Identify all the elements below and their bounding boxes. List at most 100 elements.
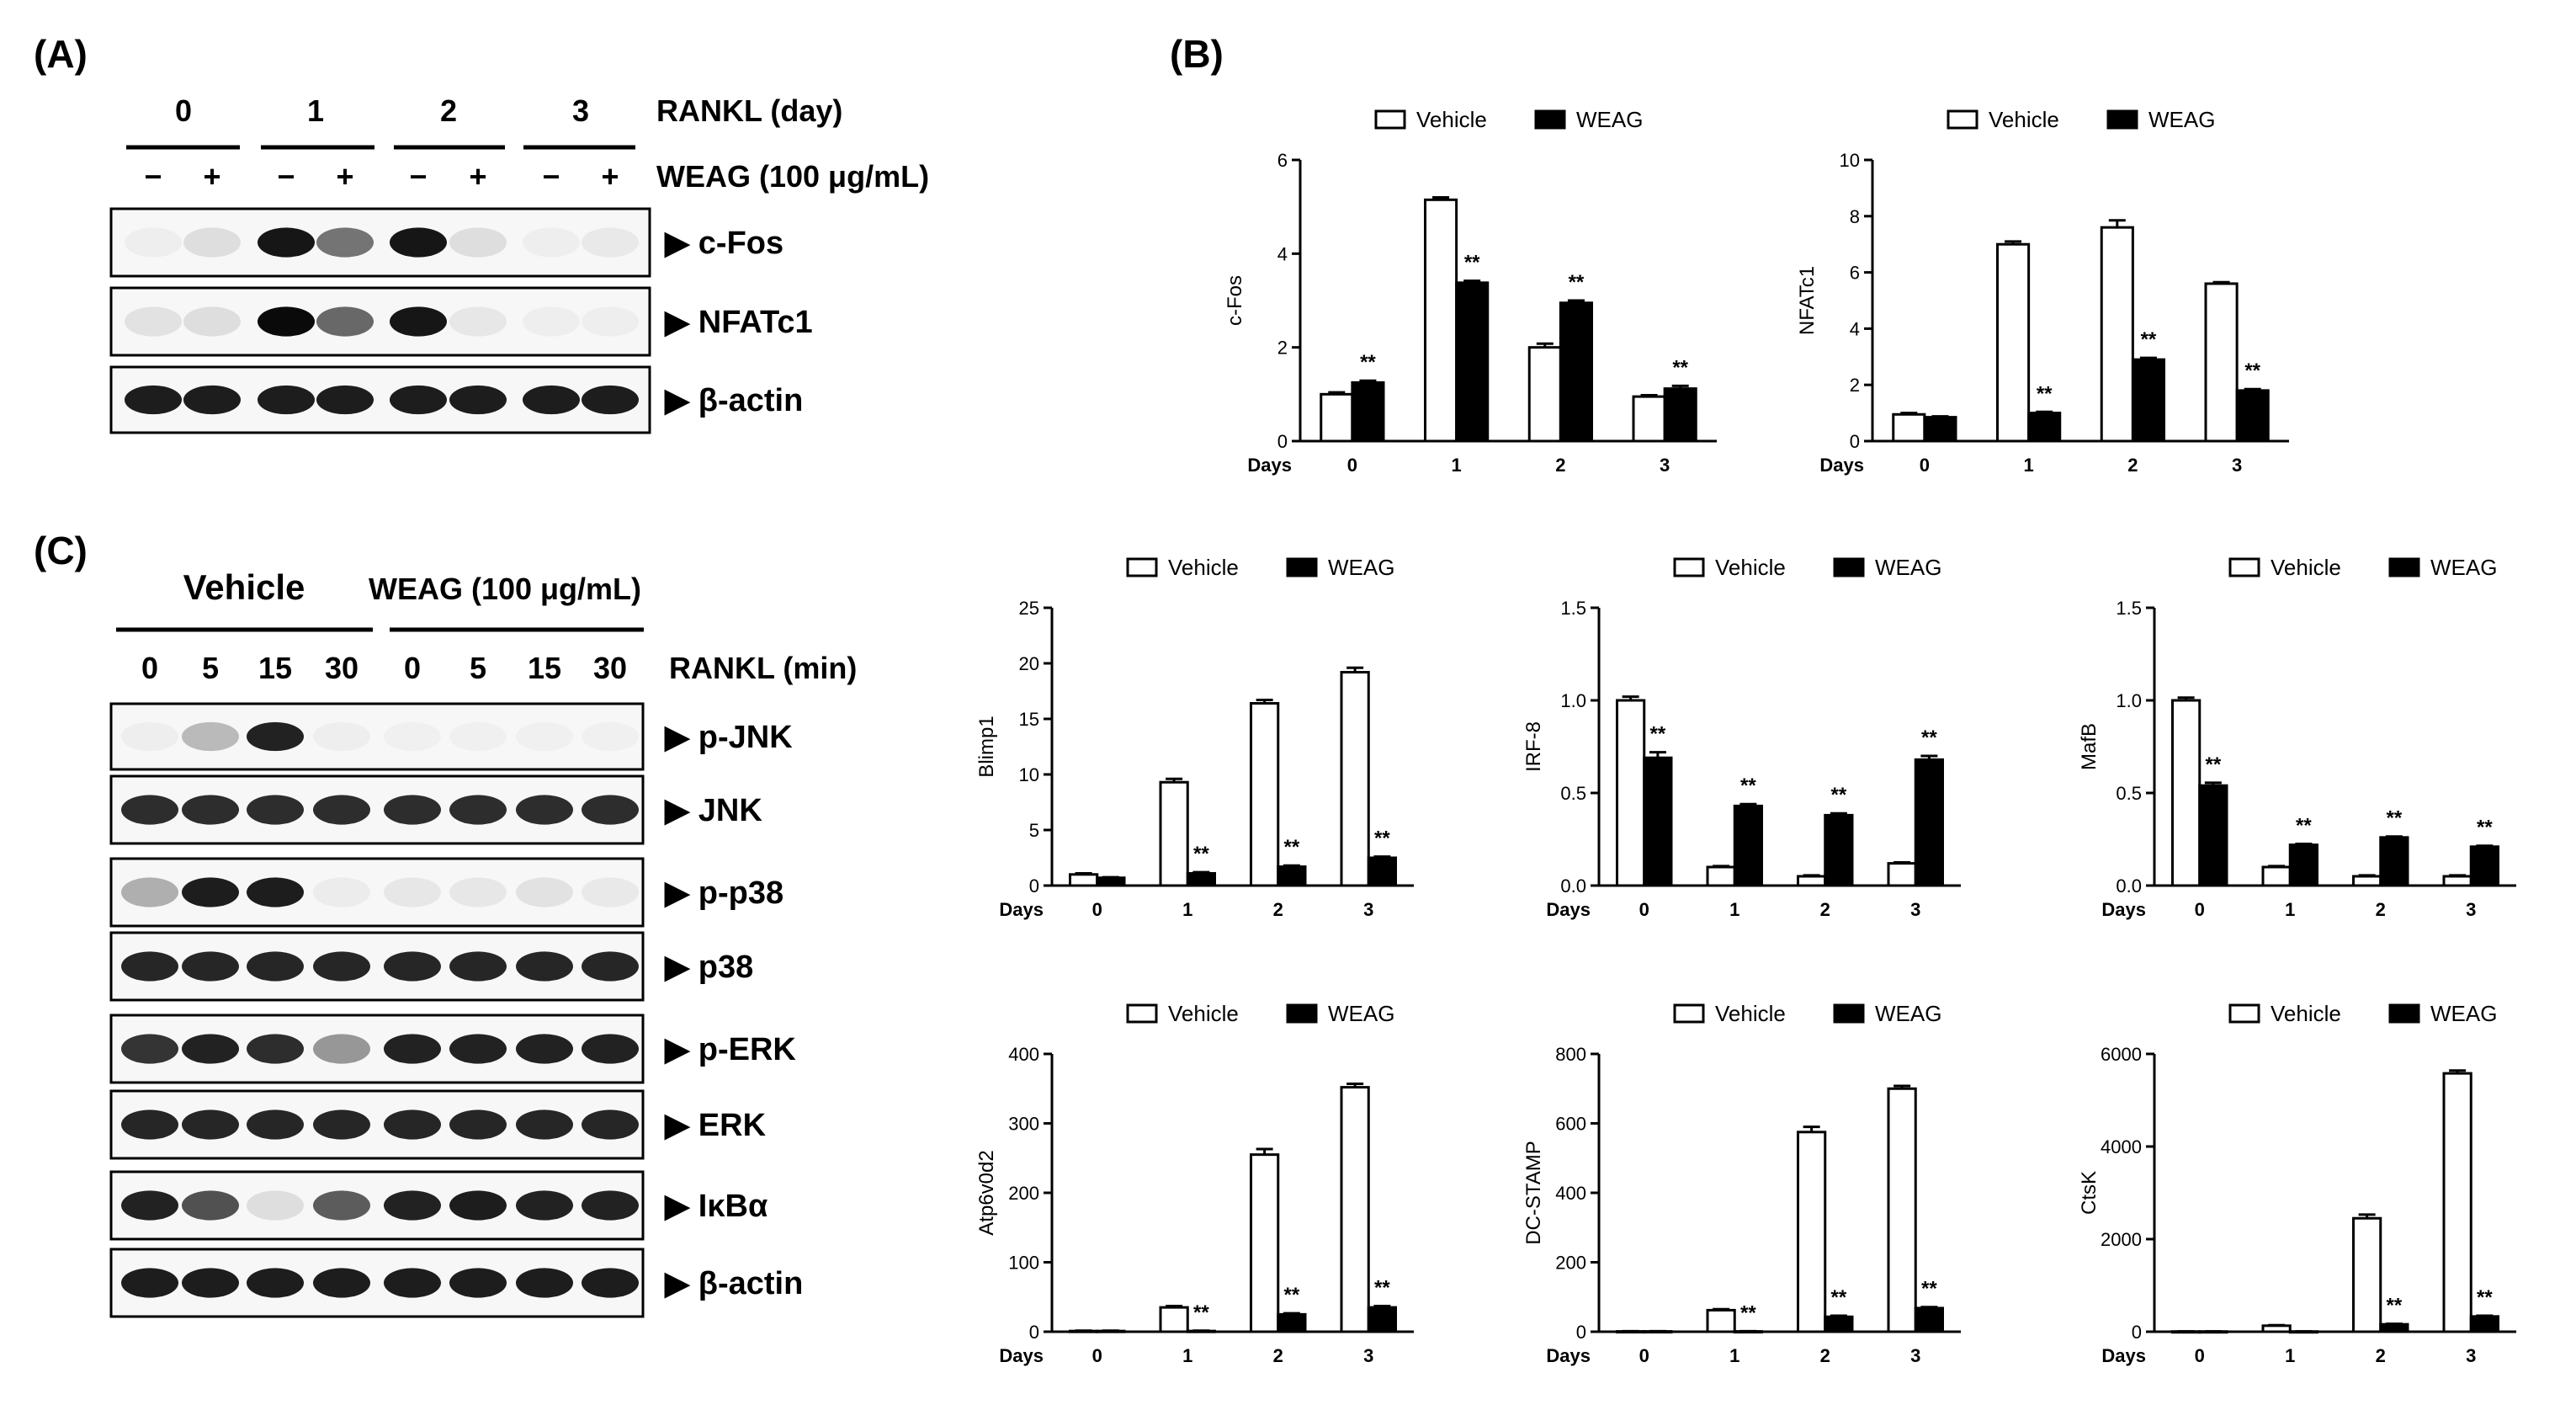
panel-c-band-4-2 <box>247 1034 304 1064</box>
panel-c-band-1-2 <box>247 795 304 825</box>
significance-marker: ** <box>1284 1284 1300 1306</box>
bar-vehicle-day-2 <box>1250 1153 1280 1333</box>
y-tick-label: 6000 <box>2101 1044 2142 1065</box>
panel-c-blot-label-0: ▶ p-JNK <box>664 720 793 755</box>
y-tick-label: 6 <box>1277 150 1288 171</box>
panel-a-blot-2: ▶ β-actin <box>109 365 803 434</box>
y-tick-label: 600 <box>1555 1114 1586 1135</box>
panel-a-band-0-3 <box>316 227 374 258</box>
panel-c-band-7-4 <box>384 1268 441 1298</box>
bar-vehicle-day-0 <box>1892 412 1926 443</box>
panel-c-band-3-6 <box>516 951 573 982</box>
legend-swatch-weag <box>1833 557 1865 577</box>
bar-weag-day-1 <box>2027 412 2062 443</box>
panel-c-band-5-5 <box>449 1109 507 1140</box>
panel-c-band-5-3 <box>313 1109 370 1140</box>
bar-vehicle-day-1 <box>1424 198 1458 443</box>
legend-swatch-vehicle <box>1673 557 1705 577</box>
panel-c-blot-6: ▶ IκBα <box>109 1170 767 1241</box>
panel-c-label: (C) <box>34 529 88 572</box>
bar-weag-day-1 <box>1455 281 1490 443</box>
y-axis-label: IRF-8 <box>1522 721 1545 772</box>
panel-a-band-0-1 <box>183 227 241 258</box>
significance-marker: ** <box>1650 723 1666 746</box>
panel-c-band-0-3 <box>313 721 370 752</box>
bar-weag-day-1 <box>2288 843 2318 887</box>
bar-weag-day-3 <box>2469 1315 2499 1333</box>
bar-vehicle-day-2 <box>1527 346 1562 443</box>
sign-4: − <box>409 159 427 194</box>
significance-marker: ** <box>2477 1286 2493 1309</box>
panel-c-band-1-5 <box>449 795 507 825</box>
y-tick-label: 0 <box>2132 1322 2142 1343</box>
y-tick-label: 0 <box>1576 1322 1586 1343</box>
panel-c-band-6-1 <box>182 1190 239 1221</box>
panel-a-band-1-0 <box>125 306 182 337</box>
x-tick-label: 0 <box>2195 1345 2205 1366</box>
panel-c-band-7-6 <box>516 1268 573 1298</box>
bar-weag-day-0 <box>1923 416 1957 443</box>
panel-c-band-2-0 <box>121 877 178 907</box>
panel-c-band-3-5 <box>449 951 507 982</box>
bar-weag-day-3 <box>1663 387 1697 443</box>
x-tick-label: 0 <box>1347 455 1357 476</box>
bar-weag-day-2 <box>2131 358 2165 443</box>
y-tick-label: 400 <box>1008 1044 1039 1065</box>
bar-vehicle-day-2 <box>2100 226 2134 443</box>
day-label-3: 3 <box>572 93 589 128</box>
panel-c-band-4-1 <box>182 1034 239 1064</box>
time-label-0: 0 <box>141 651 158 685</box>
bar-weag-day-1 <box>1186 871 1216 887</box>
panel-a-blot-label-1: ▶ NFATc1 <box>664 305 813 340</box>
time-label-6: 15 <box>528 651 561 685</box>
y-tick-label: 20 <box>1019 653 1039 674</box>
legend-swatch-vehicle <box>1126 1003 1158 1024</box>
panel-a-band-2-4 <box>390 385 447 415</box>
bar-vehicle-day-2 <box>2352 875 2382 887</box>
y-tick-label: 100 <box>1008 1253 1039 1274</box>
panel-c-band-1-0 <box>121 795 178 825</box>
panel-c-band-0-6 <box>516 721 573 752</box>
panel-c-blot-label-5: ▶ ERK <box>664 1108 767 1143</box>
bar-weag-day-3 <box>2469 845 2499 887</box>
legend-label-vehicle: Vehicle <box>2271 555 2341 580</box>
y-tick-label: 0 <box>1029 1322 1039 1343</box>
bar-vehicle-day-2 <box>2352 1216 2382 1333</box>
y-tick-label: 200 <box>1555 1253 1586 1274</box>
panel-c-band-4-3 <box>313 1034 370 1064</box>
panel-c-blot-label-7: ▶ β-actin <box>664 1266 803 1301</box>
legend-label-vehicle: Vehicle <box>1168 555 1239 580</box>
significance-marker: ** <box>1374 827 1390 850</box>
legend-swatch-vehicle <box>1673 1003 1705 1024</box>
bar-vehicle-day-0 <box>1320 392 1354 443</box>
x-tick-label: 1 <box>2024 455 2034 476</box>
panel-c-blot-label-1: ▶ JNK <box>664 793 762 828</box>
significance-marker: ** <box>1284 836 1300 859</box>
bar-weag-day-2 <box>1559 301 1593 443</box>
weag-group-label: WEAG (100 μg/mL) <box>369 572 641 606</box>
panel-c-band-3-1 <box>182 951 239 982</box>
panel-a-blots: ▶ c-Fos ▶ NFATc1 ▶ β-actin <box>109 207 813 434</box>
y-axis-label: MafB <box>2078 723 2101 770</box>
significance-marker: ** <box>2477 817 2493 839</box>
panel-a-band-2-6 <box>523 385 580 415</box>
x-axis-label: Days <box>1819 455 1864 476</box>
panel-c-band-0-1 <box>182 721 239 752</box>
bar-vehicle-day-3 <box>1887 1087 1917 1333</box>
significance-marker: ** <box>1921 726 1937 749</box>
sign-3: + <box>336 159 353 194</box>
panel-a-band-1-4 <box>390 306 447 337</box>
significance-marker: ** <box>1193 1301 1209 1324</box>
x-tick-label: 1 <box>1182 1345 1192 1366</box>
significance-marker: ** <box>2037 382 2053 405</box>
x-axis-label: Days <box>1546 899 1591 920</box>
panel-c-band-2-2 <box>247 877 304 907</box>
y-tick-label: 2000 <box>2101 1229 2142 1250</box>
time-label-1: 5 <box>202 651 219 685</box>
legend-swatch-vehicle <box>1947 109 1978 130</box>
panel-a-band-0-2 <box>258 227 315 258</box>
panel-a-band-1-7 <box>582 306 639 337</box>
panel-a-band-2-3 <box>316 385 374 415</box>
y-tick-label: 0 <box>1277 431 1288 452</box>
